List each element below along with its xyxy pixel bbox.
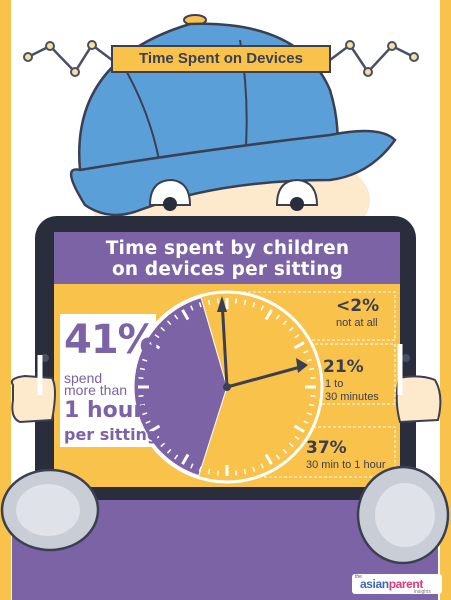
clock-icon xyxy=(130,290,324,484)
clock-tick xyxy=(310,376,316,379)
shirt xyxy=(12,480,438,600)
eyes-icon xyxy=(148,178,319,211)
clock-tick xyxy=(235,470,238,476)
clock-hand-long xyxy=(220,299,229,388)
legend-label-1-30-line2: 30 minutes xyxy=(325,391,379,403)
clock-tick xyxy=(294,334,300,339)
clock-tick xyxy=(160,326,166,332)
screen-header xyxy=(54,232,400,284)
brand-name: asianparent xyxy=(360,577,423,591)
title-banner xyxy=(111,45,331,73)
clock-tick xyxy=(303,350,309,354)
clock-tick xyxy=(252,302,256,308)
hands-icon xyxy=(10,344,442,424)
clock-tick xyxy=(190,305,194,311)
brand-the: the xyxy=(355,574,362,580)
clock-tick xyxy=(306,412,312,416)
clock-tick xyxy=(306,358,312,362)
legend-percent-1-30: 21% xyxy=(323,357,364,377)
right-stripe xyxy=(440,0,451,600)
clock-tick xyxy=(138,376,144,379)
clock-tick xyxy=(160,442,166,448)
main-stat-line1: spend xyxy=(64,370,103,386)
clock-tick xyxy=(303,420,309,424)
main-stat-percent: 41% xyxy=(64,317,158,363)
clock-tick xyxy=(166,320,172,326)
clock-tick xyxy=(142,412,148,416)
clock-tick xyxy=(252,466,256,472)
banner-title: Time Spent on Devices xyxy=(139,50,303,67)
clock-tick xyxy=(243,469,247,475)
clock-tick xyxy=(154,435,160,440)
legend-percent-not-at-all: <2% xyxy=(336,296,380,316)
clock-tick xyxy=(309,403,315,407)
clock-tick xyxy=(198,466,202,472)
chart-title-line2: on devices per sitting xyxy=(111,259,344,280)
clock-tick xyxy=(282,448,288,454)
clock-tick xyxy=(310,395,316,398)
main-stat-line4: per sitting xyxy=(64,425,159,444)
antenna-right xyxy=(329,40,419,77)
clock-tick xyxy=(260,463,264,469)
brand-part1: asian xyxy=(360,577,389,591)
legend-label-1-30-line1: 1 to xyxy=(325,378,344,390)
clock-tick xyxy=(243,299,247,305)
clock-tick xyxy=(288,442,294,448)
clock-tick xyxy=(294,435,300,440)
clock-tick xyxy=(174,454,179,460)
main-stat-line3: 1 hour xyxy=(64,398,145,423)
clock-tick xyxy=(138,395,144,398)
clock-tick xyxy=(145,350,151,354)
pie-slice-1-to-30-minutes xyxy=(212,294,312,387)
legend-label-not-at-all: not at all xyxy=(336,317,378,329)
pie-slice-30-min-to-1-hour xyxy=(198,348,320,481)
clock-tick xyxy=(207,469,211,475)
clock-tick xyxy=(166,448,172,454)
clock-tick xyxy=(275,314,280,320)
clock-tick xyxy=(139,403,145,407)
clock-tick xyxy=(198,302,202,308)
clock-tick xyxy=(139,367,145,371)
clock-tick xyxy=(207,299,211,305)
clock-tick xyxy=(309,367,315,371)
clock-tick xyxy=(142,358,148,362)
legend-label-30-60: 30 min to 1 hour xyxy=(306,459,386,471)
clock-tick xyxy=(275,454,280,460)
shoes-icon xyxy=(0,465,450,565)
clock-tick xyxy=(216,298,219,304)
clock-tick xyxy=(293,341,305,350)
main-stat-line2: more than xyxy=(64,382,128,398)
pie-chart xyxy=(133,294,320,481)
clock-hand-short xyxy=(226,364,305,389)
clock-tick xyxy=(293,424,305,433)
clock-tick xyxy=(181,309,190,321)
clock-tick xyxy=(181,453,190,465)
brand-insights: insights xyxy=(414,589,431,595)
brand-part2: parent xyxy=(388,577,424,591)
clock-tick xyxy=(264,453,273,465)
clock-tick xyxy=(174,314,179,320)
clock-tick xyxy=(282,320,288,326)
pie-slice-more-than-1-hour xyxy=(133,297,228,477)
clock-tick xyxy=(149,424,161,433)
clock-tick xyxy=(145,420,151,424)
clock-tick xyxy=(288,326,294,332)
clock-tick xyxy=(216,470,219,476)
clock-tick xyxy=(154,334,160,339)
clock-tick xyxy=(190,463,194,469)
clock-tick xyxy=(149,341,161,350)
chart-title-line1: Time spent by children xyxy=(105,238,350,259)
clock-tick xyxy=(235,298,238,304)
left-stripe xyxy=(0,0,11,600)
clock-tick xyxy=(264,309,273,321)
clock-tick xyxy=(260,305,264,311)
brand-logo xyxy=(352,574,442,594)
antenna-left xyxy=(23,40,113,77)
legend-percent-30-60: 37% xyxy=(306,438,347,458)
